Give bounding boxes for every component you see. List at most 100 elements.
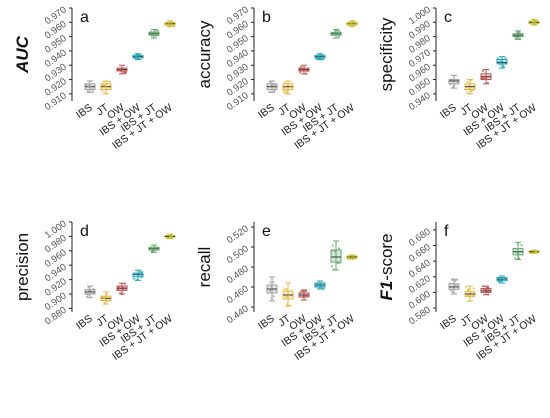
box-point: [92, 287, 95, 291]
box-point: [319, 285, 323, 288]
box-point: [103, 302, 106, 305]
box-point: [285, 295, 288, 298]
box-point: [169, 235, 172, 238]
box-point: [534, 23, 537, 26]
panel-b: 0.9100.9200.9300.9400.9500.9600.970accur…: [195, 4, 358, 152]
box-point: [299, 67, 302, 70]
box-point: [321, 57, 325, 61]
box-point: [487, 293, 490, 296]
box-point: [529, 251, 533, 255]
box-point: [351, 257, 354, 260]
box-point: [466, 288, 469, 291]
y-tick-label: 0.460: [225, 283, 251, 306]
box-point: [517, 242, 520, 245]
box-point: [472, 295, 475, 298]
box-point: [105, 293, 109, 296]
box-point: [338, 35, 341, 39]
box-point: [138, 270, 142, 273]
box-point: [284, 81, 287, 85]
y-axis-title: precision: [13, 233, 32, 301]
box-point: [485, 76, 488, 79]
box-point: [140, 273, 143, 276]
box-point: [302, 68, 305, 71]
box-point: [336, 261, 339, 265]
box-point: [305, 295, 308, 298]
box-point: [140, 276, 143, 279]
box-ibs: [448, 79, 460, 85]
box-point: [167, 25, 170, 28]
box-point: [500, 58, 504, 61]
y-axis-title: AUC: [13, 35, 32, 74]
box-point: [283, 86, 286, 89]
box-point: [117, 286, 120, 289]
box-point: [317, 55, 321, 59]
x-category-label: IBS: [256, 313, 277, 333]
box-point: [270, 297, 274, 300]
box-point: [319, 283, 322, 286]
box-point: [101, 90, 104, 93]
y-axis-title-italic: F1: [377, 281, 396, 301]
box-point: [273, 88, 276, 91]
box-point: [338, 33, 341, 36]
box-point: [504, 62, 507, 65]
panel-a: 0.9100.9200.9300.9400.9500.9600.970AUCaI…: [13, 4, 176, 152]
box-point: [450, 289, 453, 292]
box-point: [534, 249, 537, 252]
x-category-label: IBS: [256, 102, 277, 122]
box-point: [454, 279, 457, 282]
box-point: [155, 28, 158, 32]
box-point: [285, 91, 288, 95]
panel-letter: e: [262, 223, 271, 240]
box-point: [347, 257, 350, 261]
box-point: [516, 251, 520, 254]
box-point: [472, 287, 475, 290]
box-point: [456, 81, 460, 84]
x-category-label: IBS: [438, 313, 459, 333]
box-point: [135, 272, 139, 276]
box-point: [132, 277, 136, 280]
box-point: [334, 31, 338, 34]
box-point: [485, 287, 488, 290]
box-point: [450, 78, 453, 81]
box-point: [168, 22, 171, 25]
box-point: [334, 29, 337, 32]
box-point: [287, 294, 290, 297]
box-point: [501, 64, 505, 67]
box-point: [286, 302, 289, 305]
box-point: [85, 291, 88, 294]
box-point: [320, 54, 323, 57]
box-point: [464, 285, 468, 289]
box-point: [170, 235, 174, 239]
box-point: [500, 280, 504, 283]
box-point: [86, 89, 90, 93]
box-point: [285, 89, 288, 92]
box-point: [319, 58, 322, 61]
box-point: [104, 91, 107, 94]
box-point: [270, 285, 273, 288]
box-point: [331, 244, 334, 247]
box-point: [268, 281, 272, 284]
box-point: [152, 33, 155, 36]
box-point: [155, 34, 158, 37]
box-point: [87, 286, 90, 289]
y-tick-label: 0.480: [225, 263, 251, 286]
box-point: [122, 288, 125, 291]
box-point: [108, 298, 111, 301]
box-point: [331, 265, 334, 268]
y-tick-label: 0.440: [225, 303, 251, 326]
box-point: [150, 34, 153, 37]
box-point: [154, 246, 157, 249]
box-point: [481, 77, 484, 80]
box-point: [272, 295, 275, 298]
box-point: [140, 270, 144, 273]
box-point: [91, 88, 94, 91]
box-point: [165, 22, 168, 25]
box-point: [453, 84, 456, 87]
box-point: [499, 60, 502, 64]
box-point: [451, 290, 454, 294]
box-point: [273, 288, 277, 292]
box-point: [336, 32, 339, 35]
box-point: [87, 289, 91, 292]
box-point: [520, 33, 523, 36]
box-point: [350, 22, 353, 25]
